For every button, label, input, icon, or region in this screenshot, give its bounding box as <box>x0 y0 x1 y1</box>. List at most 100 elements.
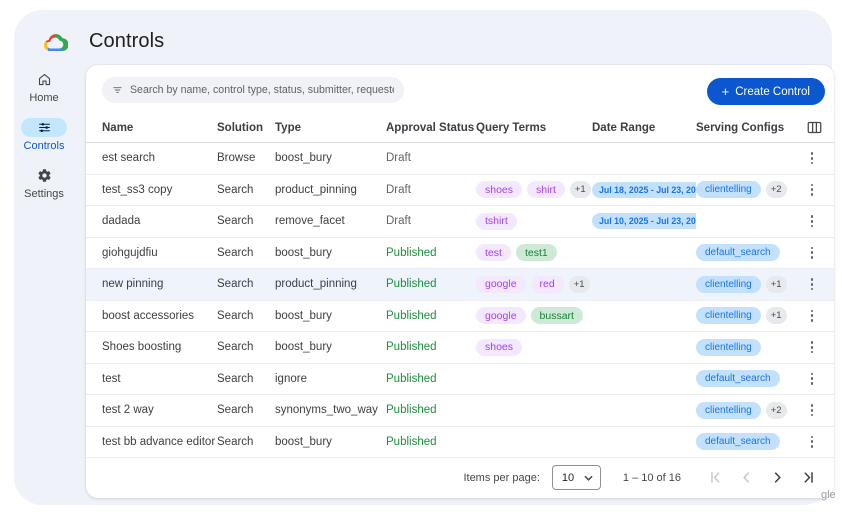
cell-type: boost_bury <box>275 246 332 259</box>
row-actions-kebab-icon[interactable] <box>804 339 820 355</box>
cell-serving-configs: clientelling +1 <box>696 275 804 293</box>
chip: Jul 18, 2025 - Jul 23, 2025 <box>592 181 696 198</box>
column-header-approval-status: Approval Status <box>386 121 475 134</box>
cell-approval-status: Published <box>386 309 437 322</box>
table-row[interactable]: boost accessories Search boost_bury Publ… <box>86 301 834 332</box>
chip: +2 <box>765 401 787 419</box>
pagination-range-label: 1 – 10 of 16 <box>622 471 681 484</box>
app-header: Controls <box>14 10 832 60</box>
table-row[interactable]: Shoes boosting Search boost_bury Publish… <box>86 332 834 364</box>
chip: clientelling <box>696 275 761 293</box>
table-row[interactable]: test 2 way Search synonyms_two_way Publi… <box>86 395 834 427</box>
chip: default_search <box>696 370 780 388</box>
cell-type: boost_bury <box>275 341 332 354</box>
cell-type: boost_bury <box>275 309 332 322</box>
cell-approval-status: Published <box>386 278 437 291</box>
table-row[interactable]: new pinning Search product_pinning Publi… <box>86 269 834 301</box>
cell-solution: Search <box>217 215 254 228</box>
cell-name: boost accessories <box>102 309 195 322</box>
cell-solution: Search <box>217 435 254 448</box>
column-header-name: Name <box>102 121 134 134</box>
cell-name: new pinning <box>102 278 164 291</box>
create-control-label: Create Control <box>735 85 810 98</box>
chip: bussart <box>530 307 583 325</box>
column-header-solution: Solution <box>217 121 263 134</box>
row-actions-kebab-icon[interactable] <box>804 150 820 166</box>
table-row[interactable]: test bb advance editor Search boost_bury… <box>86 427 834 458</box>
chip: clientelling <box>696 307 761 325</box>
cell-serving-configs: default_search <box>696 244 804 262</box>
table-footer: Items per page: 10 1 – 10 of 16 <box>86 458 834 497</box>
column-view-icon[interactable] <box>807 121 822 134</box>
cell-serving-configs: clientelling +2 <box>696 401 804 419</box>
row-actions-kebab-icon[interactable] <box>804 276 820 292</box>
controls-table-card: Search by name, control type, status, su… <box>86 65 834 498</box>
home-icon <box>38 73 50 86</box>
create-control-button[interactable]: + Create Control <box>706 78 825 105</box>
cell-name: giohgujdfiu <box>102 246 158 259</box>
chip: clientelling <box>696 181 761 199</box>
row-actions-kebab-icon[interactable] <box>804 308 820 324</box>
cell-approval-status: Published <box>386 404 437 417</box>
table-row[interactable]: dadada Search remove_facet Draft tshirt … <box>86 206 834 238</box>
table-header-row: Name Solution Type Approval Status Query… <box>86 113 834 143</box>
row-actions-kebab-icon[interactable] <box>804 245 820 261</box>
first-page-icon <box>710 472 719 483</box>
cell-query-terms: google bussart <box>476 307 592 325</box>
last-page-icon <box>804 472 813 483</box>
first-page-button[interactable] <box>705 468 725 488</box>
cell-approval-status: Published <box>386 435 437 448</box>
cell-approval-status: Published <box>386 372 437 385</box>
cell-serving-configs: clientelling +2 <box>696 181 804 199</box>
table-row[interactable]: test Search ignore Published default_sea… <box>86 364 834 395</box>
next-page-icon <box>774 472 781 483</box>
column-header-date-range: Date Range <box>592 121 656 134</box>
table-row[interactable]: giohgujdfiu Search boost_bury Published … <box>86 238 834 269</box>
cell-query-terms: tshirt <box>476 212 592 230</box>
page-size-select[interactable]: 10 <box>551 465 601 490</box>
sidebar-item-home[interactable]: Home <box>14 70 74 104</box>
cell-date-range: Jul 18, 2025 - Jul 23, 2025 <box>592 181 696 198</box>
cell-type: remove_facet <box>275 215 345 228</box>
cell-solution: Search <box>217 278 254 291</box>
column-header-type: Type <box>275 121 301 134</box>
cell-name: test <box>102 372 121 385</box>
table-row[interactable]: test_ss3 copy Search product_pinning Dra… <box>86 175 834 206</box>
search-placeholder: Search by name, control type, status, su… <box>129 84 394 96</box>
sliders-icon <box>38 122 50 133</box>
row-actions-kebab-icon[interactable] <box>804 402 820 418</box>
cell-query-terms: test test1 <box>476 244 592 262</box>
last-page-button[interactable] <box>798 468 818 488</box>
row-actions-kebab-icon[interactable] <box>804 434 820 450</box>
pagination-controls <box>705 468 818 488</box>
sidebar-item-controls[interactable]: Controls <box>14 118 74 152</box>
cell-approval-status: Draft <box>386 152 411 165</box>
chip: shoes <box>476 338 523 356</box>
cell-serving-configs: default_search <box>696 370 804 388</box>
search-input[interactable]: Search by name, control type, status, su… <box>102 77 404 103</box>
prev-page-button[interactable] <box>736 468 756 488</box>
column-header-query-terms: Query Terms <box>476 121 547 134</box>
row-actions-kebab-icon[interactable] <box>804 371 820 387</box>
chip: Jul 10, 2025 - Jul 23, 2025 <box>592 213 696 230</box>
cell-name: dadada <box>102 215 141 228</box>
cell-type: synonyms_two_way <box>275 404 378 417</box>
watermark-text: gle <box>821 489 836 501</box>
chip: clientelling <box>696 338 761 356</box>
cell-type: boost_bury <box>275 435 332 448</box>
row-actions-kebab-icon[interactable] <box>804 213 820 229</box>
cell-solution: Search <box>217 246 254 259</box>
table-row[interactable]: est search Browse boost_bury Draft <box>86 143 834 175</box>
cell-approval-status: Published <box>386 246 437 259</box>
cell-name: Shoes boosting <box>102 341 182 354</box>
gear-icon <box>37 169 51 182</box>
chip: google <box>476 275 526 293</box>
chip: default_search <box>696 433 780 451</box>
cell-name: test_ss3 copy <box>102 183 173 196</box>
row-actions-kebab-icon[interactable] <box>804 182 820 198</box>
sidebar-item-settings[interactable]: Settings <box>14 166 74 200</box>
chip: default_search <box>696 244 780 262</box>
next-page-button[interactable] <box>767 468 787 488</box>
cell-solution: Search <box>217 309 254 322</box>
chevron-down-icon <box>584 475 593 481</box>
